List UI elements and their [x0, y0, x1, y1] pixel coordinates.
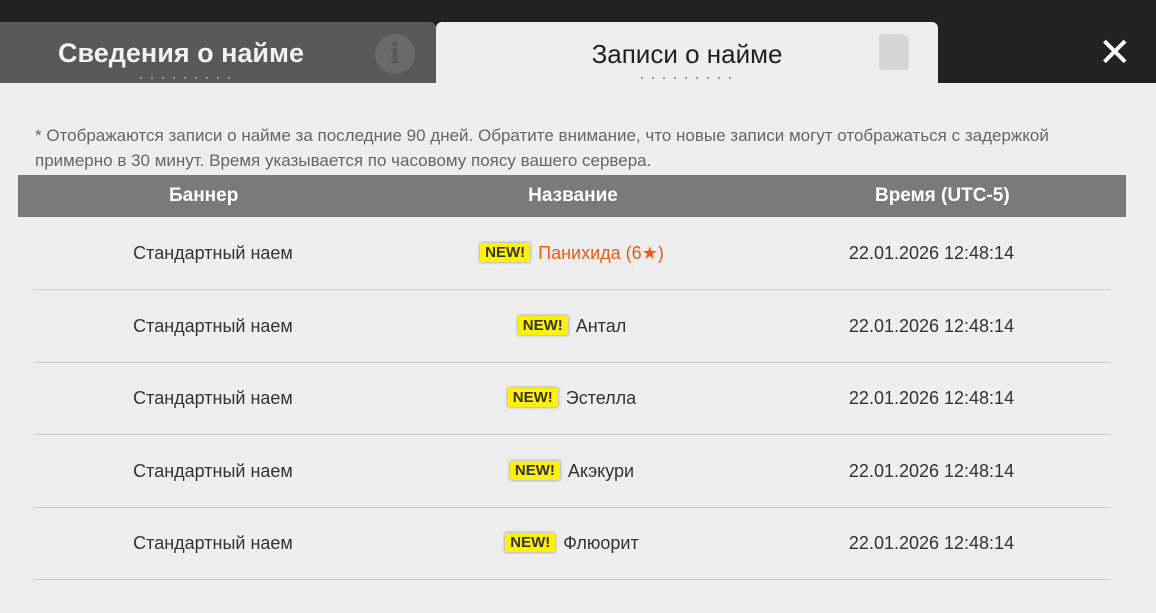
records-panel: * Отображаются записи о найме за последн… [0, 83, 1156, 613]
table-row: Стандартный наем NEW! Акэкури 22.01.2026 … [34, 436, 1111, 508]
name-cell: NEW! Акэкури [392, 460, 752, 482]
info-icon: i [375, 34, 415, 74]
name-cell: NEW! Антал [392, 315, 752, 337]
tab-label: Записи о найме [591, 39, 783, 69]
operator-name: Панихида (6★) [538, 243, 664, 263]
table-header: Баннер Название Время (UTC-5) [18, 175, 1126, 217]
operator-name: Антал [575, 315, 627, 336]
banner-cell: Стандартный наем [133, 533, 293, 553]
close-icon: ✕ [1098, 31, 1132, 75]
table-row: Стандартный наем NEW! Панихида (6★) 22.01… [34, 218, 1111, 290]
table-row: Стандартный наем NEW! Антал 22.01.2026 12… [34, 291, 1111, 363]
table-row: Стандартный наем NEW! Флюорит 22.01.2026 … [34, 508, 1111, 580]
new-badge: NEW! [517, 315, 568, 335]
new-badge: NEW! [509, 460, 560, 480]
close-button[interactable]: ✕ [1098, 30, 1132, 76]
name-cell: NEW! Панихида (6★) [392, 243, 752, 264]
banner-cell: Стандартный наем [133, 243, 293, 263]
banner-cell: Стандартный наем [133, 388, 293, 408]
name-cell: NEW! Эстелла [392, 388, 752, 409]
new-badge: NEW! [480, 243, 531, 262]
tab-label: Сведения о найме [58, 38, 304, 68]
banner-cell: Стандартный наем [133, 315, 293, 336]
tab-recruitment-records[interactable]: Записи о найме [436, 22, 938, 83]
time-cell: 22.01.2026 12:48:14 [848, 533, 1015, 553]
document-icon [879, 34, 909, 70]
operator-name: Эстелла [565, 388, 637, 408]
column-header-banner: Баннер [168, 185, 239, 206]
info-note: * Отображаются записи о найме за последн… [35, 126, 1049, 170]
name-cell: NEW! Флюорит [392, 533, 752, 554]
time-cell: 22.01.2026 12:48:14 [848, 460, 1015, 481]
operator-name: Флюорит [563, 533, 639, 553]
column-header-time: Время (UTC-5) [874, 185, 1010, 206]
time-cell: 22.01.2026 12:48:14 [848, 243, 1015, 263]
new-badge: NEW! [505, 533, 556, 552]
tab-dots [140, 77, 230, 79]
new-badge: NEW! [507, 388, 558, 407]
time-cell: 22.01.2026 12:48:14 [848, 388, 1015, 408]
operator-name: Акэкури [567, 460, 635, 481]
table-row: Стандартный наем NEW! Эстелла 22.01.2026 … [34, 363, 1111, 435]
tab-recruitment-info[interactable]: Сведения о найме i [0, 22, 436, 83]
time-cell: 22.01.2026 12:48:14 [848, 315, 1015, 336]
banner-cell: Стандартный наем [133, 460, 293, 481]
column-header-name: Название [528, 185, 618, 206]
tab-dots [641, 77, 731, 79]
